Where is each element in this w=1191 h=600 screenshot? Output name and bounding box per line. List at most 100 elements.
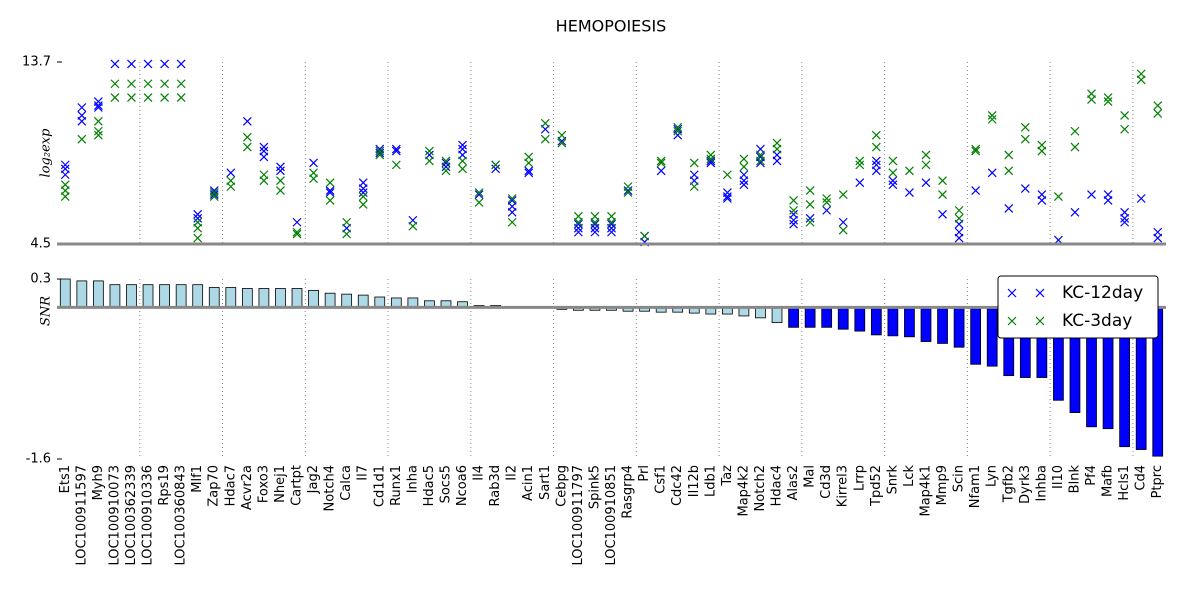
data-point (689, 182, 699, 192)
data-point (1103, 196, 1113, 205)
data-point (822, 194, 832, 203)
x-tick-label: Hcls1 (1117, 465, 1132, 501)
data-point (259, 142, 269, 152)
legend-label: KC-12day (1062, 283, 1143, 303)
data-point (110, 79, 120, 89)
data-point (259, 152, 269, 162)
x-tick-label: Cd3d (819, 465, 834, 499)
data-point (358, 200, 368, 209)
data-point (143, 59, 153, 69)
x-tick-label: Tpd52 (869, 465, 884, 507)
x-tick-label: Blnk (1067, 465, 1082, 494)
data-point (292, 227, 302, 237)
data-point (358, 192, 368, 201)
x-tick-label: Csf1 (654, 465, 669, 494)
data-point (739, 154, 749, 164)
x-tick-label: Ptprc (1150, 465, 1165, 498)
legend: KC-12day KC-3day (997, 275, 1159, 339)
x-tick-label: LOC100910336 (141, 465, 156, 566)
data-point (375, 150, 385, 160)
data-point (838, 190, 848, 199)
data-point (573, 219, 583, 229)
data-point (375, 146, 385, 156)
bar (192, 284, 204, 308)
data-point (623, 188, 633, 197)
data-point (441, 158, 451, 168)
data-point (987, 168, 997, 178)
bar (341, 293, 353, 308)
bar (887, 307, 899, 337)
x-tick-label: Alas2 (786, 465, 801, 501)
data-point (193, 213, 203, 223)
data-point (391, 144, 401, 154)
x-tick-label: Il7 (356, 465, 371, 481)
bar (854, 307, 866, 332)
data-point (507, 217, 517, 227)
x-tick-label: Socs5 (438, 465, 453, 503)
y-tick-label: 4.5 (30, 237, 51, 252)
data-point (408, 221, 418, 231)
data-point (524, 166, 534, 176)
data-point (656, 166, 666, 176)
data-point (1037, 146, 1047, 156)
data-point (838, 225, 848, 235)
data-point (160, 79, 170, 89)
data-point (772, 156, 782, 166)
bar (821, 307, 833, 328)
x-tick-label: Kirrel3 (836, 465, 851, 507)
data-point (805, 213, 815, 223)
data-point (938, 176, 947, 186)
data-point (93, 101, 103, 110)
x-tick-label: Ldb1 (703, 465, 718, 497)
data-point (1070, 142, 1080, 152)
data-point (607, 219, 616, 229)
data-point (176, 79, 186, 89)
data-point (127, 59, 136, 69)
data-point (756, 158, 765, 168)
data-point (971, 144, 981, 154)
data-point (971, 146, 981, 156)
chart-title: HEMOPOIESIS (556, 17, 667, 36)
data-point (193, 233, 203, 243)
bar (870, 307, 882, 336)
data-point (325, 188, 335, 197)
data-point (971, 186, 981, 196)
x-tick-label: Hdac4 (770, 465, 785, 506)
data-point (954, 233, 964, 243)
data-point (557, 130, 567, 140)
bar (953, 307, 965, 348)
data-point (309, 174, 318, 184)
bar (208, 287, 220, 308)
data-point (1070, 207, 1080, 217)
data-point (77, 116, 87, 126)
data-point (1087, 95, 1096, 105)
data-point (706, 158, 716, 168)
data-point (739, 162, 749, 172)
bar (788, 307, 799, 328)
y-tick-label: 13.7 (22, 55, 51, 70)
data-point (93, 130, 103, 140)
data-point (905, 166, 914, 176)
data-point (292, 229, 302, 239)
legend-marker (1035, 316, 1045, 326)
y-tick-label: 0.3 (30, 272, 51, 287)
data-point (77, 134, 87, 144)
data-point (871, 130, 881, 140)
bar (159, 284, 170, 308)
data-point (871, 166, 881, 176)
data-point (1103, 93, 1113, 103)
data-point (888, 180, 898, 190)
data-point (1153, 109, 1163, 118)
data-point (176, 93, 186, 103)
data-point (93, 116, 103, 126)
data-point (507, 194, 517, 203)
data-point (789, 205, 798, 215)
data-point (524, 168, 534, 178)
data-point (1120, 124, 1130, 134)
bar (324, 292, 336, 308)
bar (837, 307, 849, 330)
data-point (805, 217, 815, 227)
data-point (789, 196, 798, 205)
data-point (391, 160, 401, 170)
data-point (1153, 233, 1163, 243)
